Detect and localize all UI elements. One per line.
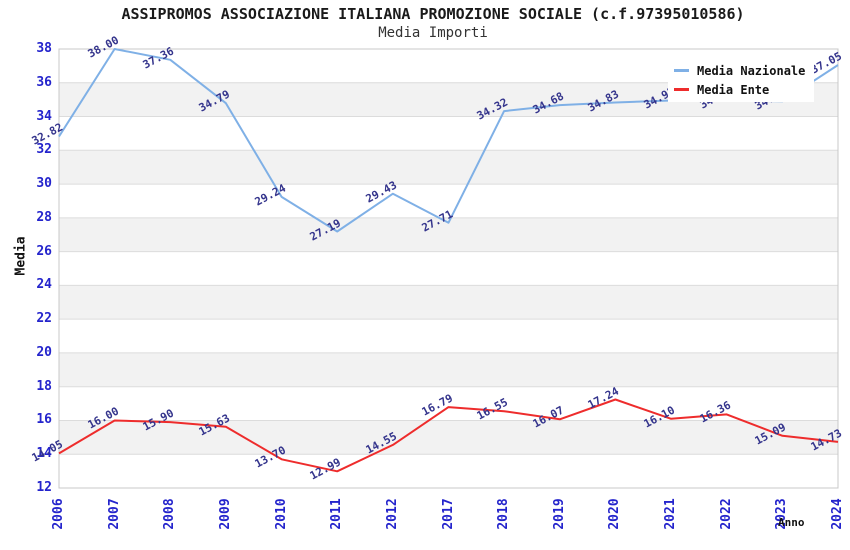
plot-band — [59, 386, 838, 421]
x-tick-label: 2009 — [217, 498, 233, 530]
y-tick-label: 26 — [36, 243, 52, 259]
x-tick-label: 2010 — [273, 498, 289, 530]
y-tick-label: 34 — [36, 108, 52, 124]
y-tick-label: 32 — [36, 142, 52, 158]
x-tick-label: 2011 — [329, 498, 345, 530]
x-tick-label: 2006 — [51, 498, 66, 530]
plot-band — [59, 251, 838, 286]
x-tick-label: 2007 — [106, 498, 122, 530]
y-tick-label: 28 — [36, 209, 52, 225]
y-tick-label: 30 — [36, 176, 52, 192]
plot-border — [58, 48, 839, 489]
plot-band — [59, 285, 838, 320]
chart-title: ASSIPROMOS ASSOCIAZIONE ITALIANA PROMOZI… — [121, 5, 745, 23]
y-tick-label: 20 — [36, 344, 52, 360]
plot-band — [59, 420, 838, 455]
y-tick-label: 18 — [36, 378, 52, 394]
legend-swatch-icon — [674, 88, 689, 91]
plot-band — [59, 184, 838, 218]
x-tick-label: 2012 — [384, 498, 400, 530]
plot-band — [59, 319, 838, 353]
plot-band — [59, 150, 838, 185]
y-tick-label: 14 — [36, 446, 52, 462]
y-tick-label: 36 — [36, 74, 52, 90]
x-tick-label: 2017 — [440, 498, 456, 530]
y-axis-title: Media — [13, 236, 29, 276]
chart-subtitle: Media Importi — [378, 25, 488, 41]
y-tick-label: 22 — [36, 311, 52, 327]
legend-item: Media Nazionale — [674, 61, 814, 80]
x-tick-label: 2020 — [607, 498, 623, 530]
y-tick-label: 16 — [36, 412, 52, 428]
legend-label: Media Ente — [697, 82, 770, 97]
chart-legend: Media Nazionale Media Ente — [668, 56, 814, 102]
plot-band — [59, 352, 838, 387]
legend-label: Media Nazionale — [697, 63, 806, 78]
x-tick-label: 2019 — [551, 498, 567, 530]
series-line — [58, 398, 839, 473]
y-tick-label: 24 — [36, 277, 52, 293]
x-tick-label: 2008 — [162, 498, 178, 530]
legend-swatch-icon — [674, 69, 689, 72]
y-tick-label: 38 — [36, 41, 52, 56]
x-axis-title: Anno — [778, 516, 805, 529]
legend-item: Media Ente — [674, 80, 814, 99]
y-tick-label: 12 — [36, 480, 52, 495]
plot-band — [59, 116, 838, 151]
x-tick-label: 2022 — [718, 498, 734, 530]
x-tick-label: 2018 — [496, 498, 512, 530]
x-tick-label: 2021 — [663, 498, 679, 530]
plot-band — [59, 454, 838, 488]
